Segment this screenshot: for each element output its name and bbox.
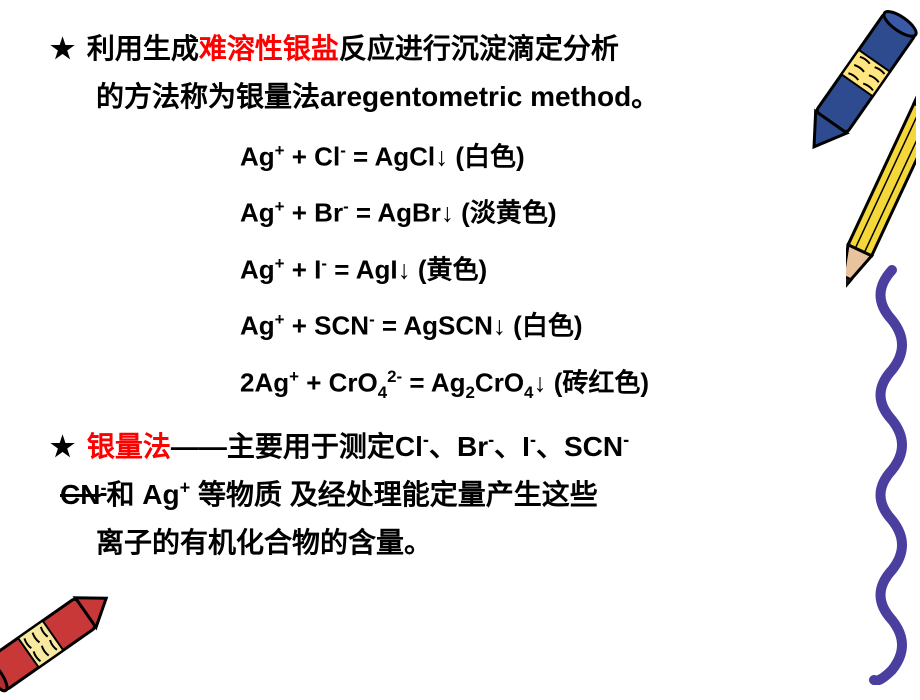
highlight-text: 难溶性银盐 xyxy=(199,33,339,64)
equation-3: Ag+ + I- = AgI↓ (黄色) xyxy=(240,253,870,287)
equation-2: Ag+ + Br- = AgBr↓ (淡黄色) xyxy=(240,196,870,230)
paragraph-2-line-2a: CN- xyxy=(50,474,107,516)
equation-5: 2Ag+ + CrO42- = Ag2CrO4↓ (砖红色) xyxy=(240,366,870,404)
paragraph-1-line-1: ★ 利用生成难溶性银盐反应进行沉淀滴定分析 xyxy=(50,28,870,70)
highlight-text: 银量法 xyxy=(79,431,171,462)
paragraph-1-line-2: 的方法称为银量法aregentometric method。 xyxy=(50,76,870,118)
equation-4: Ag+ + SCN- = AgSCN↓ (白色) xyxy=(240,309,870,343)
slide-content: ★ 利用生成难溶性银盐反应进行沉淀滴定分析 的方法称为银量法aregentome… xyxy=(0,0,920,590)
equation-1: Ag+ + Cl- = AgCl↓ (白色) xyxy=(240,140,870,174)
paragraph-2-line-3: 离子的有机化合物的含量。 xyxy=(50,522,870,564)
star-icon: ★ xyxy=(50,33,75,64)
equation-block: Ag+ + Cl- = AgCl↓ (白色) Ag+ + Br- = AgBr↓… xyxy=(50,140,870,404)
paragraph-2-line-1: ★ 银量法——主要用于测定Cl-、Br-、I-、SCN- xyxy=(50,426,870,468)
red-crayon-icon xyxy=(0,580,130,700)
paragraph-2-line-2b: 和 Ag+ 等物质 及经处理能定量产生这些 xyxy=(107,479,598,510)
star-icon: ★ xyxy=(50,431,75,462)
